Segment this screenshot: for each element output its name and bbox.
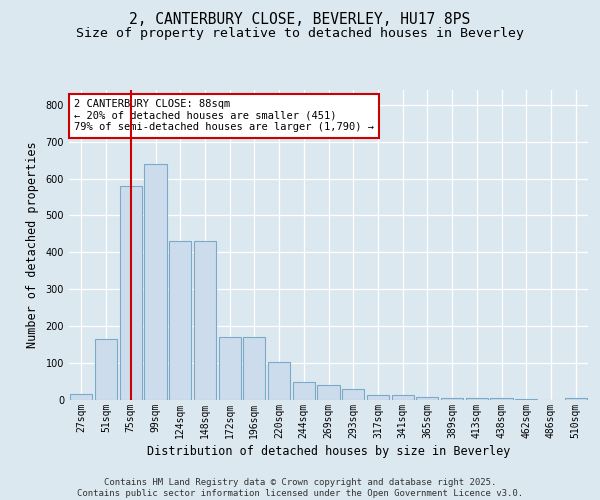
Bar xyxy=(70,394,92,400)
Text: Size of property relative to detached houses in Beverley: Size of property relative to detached ho… xyxy=(76,28,524,40)
Bar xyxy=(145,164,167,400)
Bar xyxy=(268,362,290,400)
Bar xyxy=(441,398,463,400)
Text: Contains HM Land Registry data © Crown copyright and database right 2025.
Contai: Contains HM Land Registry data © Crown c… xyxy=(77,478,523,498)
Bar xyxy=(194,242,216,400)
Bar xyxy=(95,339,117,400)
X-axis label: Distribution of detached houses by size in Beverley: Distribution of detached houses by size … xyxy=(147,445,510,458)
Bar xyxy=(515,398,538,400)
Bar xyxy=(119,186,142,400)
Bar xyxy=(218,338,241,400)
Bar xyxy=(565,398,587,400)
Bar xyxy=(169,242,191,400)
Bar xyxy=(392,395,414,400)
Bar xyxy=(416,397,439,400)
Bar xyxy=(342,389,364,400)
Bar xyxy=(367,395,389,400)
Text: 2, CANTERBURY CLOSE, BEVERLEY, HU17 8PS: 2, CANTERBURY CLOSE, BEVERLEY, HU17 8PS xyxy=(130,12,470,28)
Bar xyxy=(293,382,315,400)
Bar xyxy=(466,398,488,400)
Bar xyxy=(490,398,512,400)
Bar xyxy=(317,385,340,400)
Y-axis label: Number of detached properties: Number of detached properties xyxy=(26,142,38,348)
Bar xyxy=(243,338,265,400)
Text: 2 CANTERBURY CLOSE: 88sqm
← 20% of detached houses are smaller (451)
79% of semi: 2 CANTERBURY CLOSE: 88sqm ← 20% of detac… xyxy=(74,100,374,132)
